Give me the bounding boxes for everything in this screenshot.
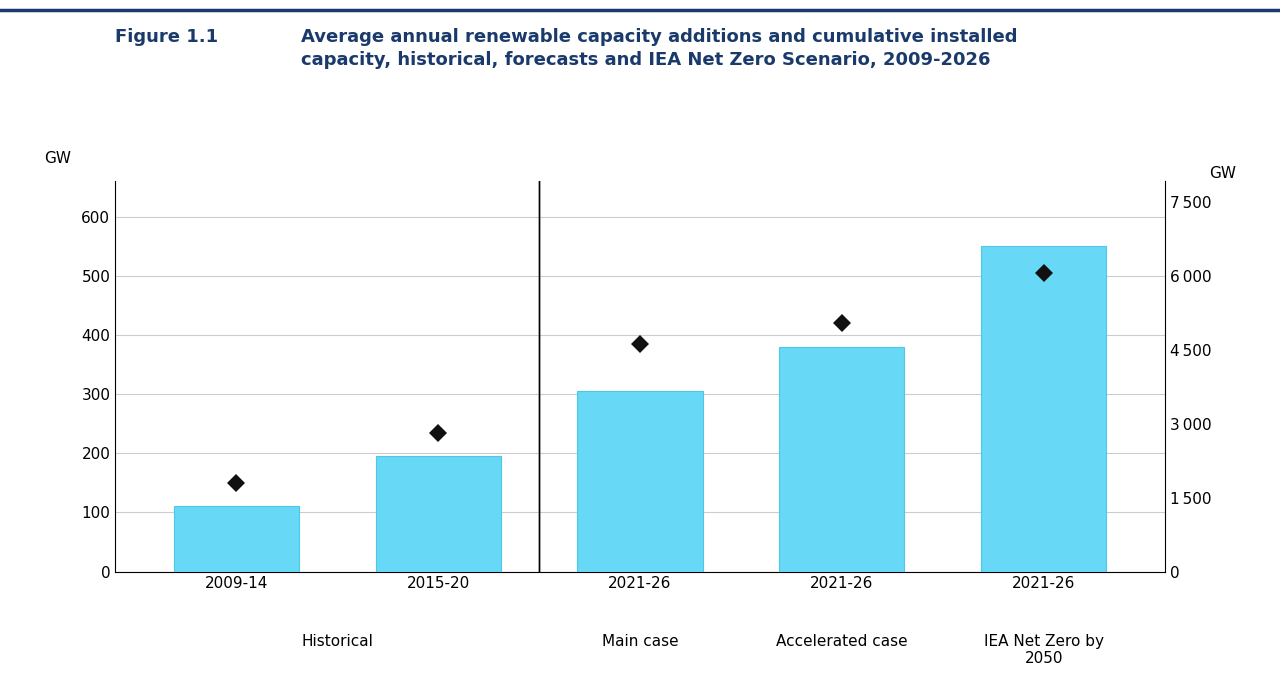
- Bar: [780, 347, 905, 572]
- Bar: [174, 507, 300, 572]
- Y-axis label: GW: GW: [44, 151, 70, 166]
- Legend: Average annual additions, Cumulative capacity at the end of the period (right ax: Average annual additions, Cumulative cap…: [123, 696, 820, 697]
- Bar: [982, 246, 1106, 572]
- Text: Main case: Main case: [602, 634, 678, 649]
- Text: IEA Net Zero by
2050: IEA Net Zero by 2050: [984, 634, 1103, 666]
- Text: Accelerated case: Accelerated case: [776, 634, 908, 649]
- Bar: [375, 457, 500, 572]
- Text: Historical: Historical: [301, 634, 374, 649]
- Bar: [577, 391, 703, 572]
- Text: Average annual renewable capacity additions and cumulative installed
capacity, h: Average annual renewable capacity additi…: [301, 28, 1018, 69]
- Y-axis label: GW: GW: [1210, 166, 1236, 181]
- Text: Figure 1.1: Figure 1.1: [115, 28, 219, 46]
